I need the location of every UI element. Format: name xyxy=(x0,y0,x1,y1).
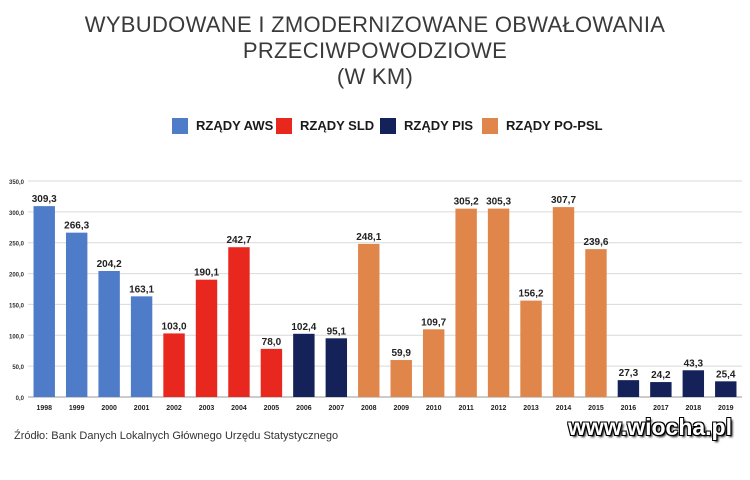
legend-swatch-po-psl xyxy=(482,118,498,134)
chart-title-line-3: (W KM) xyxy=(336,64,414,89)
x-tick-label: 2013 xyxy=(523,405,539,412)
bar-value-label: 95,1 xyxy=(327,326,347,337)
bar-value-label: 305,2 xyxy=(454,197,479,208)
bar xyxy=(390,360,412,397)
bar-value-label: 102,4 xyxy=(291,322,316,333)
x-tick-label: 2015 xyxy=(588,405,604,412)
y-tick-label: 200,0 xyxy=(9,273,25,279)
bar-value-label: 248,1 xyxy=(356,232,381,243)
bar-value-label: 266,3 xyxy=(64,221,89,232)
bar xyxy=(487,208,510,397)
chart-legend: RZĄDY AWS RZĄDY SLD RZĄDY PIS RZĄDY PO-P… xyxy=(0,118,750,138)
x-tick-label: 2003 xyxy=(199,405,215,412)
y-tick-label: 300,0 xyxy=(9,211,25,217)
y-tick-label: 250,0 xyxy=(9,242,25,248)
bar xyxy=(455,208,477,397)
bar-value-label: 307,7 xyxy=(551,195,576,206)
y-tick-label: 350,0 xyxy=(9,180,25,186)
bar-value-label: 25,4 xyxy=(716,369,736,380)
bar-value-label: 190,1 xyxy=(194,268,219,279)
source-note: Źródło: Bank Danych Lokalnych Głównego U… xyxy=(14,430,339,442)
bar xyxy=(617,380,640,397)
x-tick-label: 2008 xyxy=(361,405,377,412)
bar-value-label: 103,0 xyxy=(162,321,187,332)
bar-value-label: 78,0 xyxy=(262,337,282,348)
bar-value-label: 204,2 xyxy=(97,259,122,270)
x-tick-label: 2005 xyxy=(264,405,280,412)
bar-value-label: 43,3 xyxy=(684,358,704,369)
y-tick-label: 100,0 xyxy=(9,334,25,340)
y-tick-label: 0,0 xyxy=(16,396,25,402)
x-tick-label: 2014 xyxy=(556,405,572,412)
bar xyxy=(358,243,380,397)
bar xyxy=(228,247,250,397)
x-tick-label: 2019 xyxy=(718,405,734,412)
bar xyxy=(163,333,185,397)
x-tick-label: 2010 xyxy=(426,405,442,412)
bar-value-label: 163,1 xyxy=(129,284,154,295)
y-tick-label: 50,0 xyxy=(12,365,24,371)
bar xyxy=(715,381,737,397)
x-tick-label: 2011 xyxy=(459,405,474,412)
bar xyxy=(325,338,348,397)
legend-label-pis: RZĄDY PIS xyxy=(404,118,474,133)
legend-swatch-aws xyxy=(172,118,188,134)
bar xyxy=(585,249,607,397)
bar xyxy=(552,207,575,397)
legend-swatch-sld xyxy=(276,118,292,134)
bar-value-label: 309,3 xyxy=(32,194,57,205)
x-tick-label: 2017 xyxy=(653,405,669,412)
bar-value-label: 24,2 xyxy=(651,370,671,381)
legend-label-aws: RZĄDY AWS xyxy=(196,118,274,133)
bar xyxy=(130,296,153,397)
bar xyxy=(520,300,542,397)
bar-value-label: 109,7 xyxy=(421,317,446,328)
watermark-logo: www.wiocha.pl xyxy=(568,414,732,440)
chart-title-line-1: WYBUDOWANE I ZMODERNIZOWANE OBWAŁOWANIA xyxy=(84,12,666,37)
legend-label-po-psl: RZĄDY PO-PSL xyxy=(506,118,603,133)
bar-value-label: 156,2 xyxy=(519,289,544,300)
x-tick-label: 2000 xyxy=(101,405,117,412)
x-tick-label: 2007 xyxy=(329,405,345,412)
legend-swatch-pis xyxy=(380,118,396,134)
x-tick-label: 1999 xyxy=(69,405,85,412)
x-tick-label: 2012 xyxy=(491,405,507,412)
bar-value-label: 27,3 xyxy=(619,368,639,379)
x-tick-label: 1998 xyxy=(36,405,52,412)
x-tick-label: 2009 xyxy=(393,405,409,412)
bar xyxy=(65,232,88,397)
x-tick-label: 2001 xyxy=(134,405,150,412)
x-tick-label: 2016 xyxy=(621,405,637,412)
bar-chart: 0,0 50,0 100,0 150,0 200,0 250,0 300,0 350,0 309… xyxy=(9,180,742,412)
y-tick-label: 150,0 xyxy=(9,303,25,309)
bar-value-label: 59,9 xyxy=(391,348,411,359)
bar xyxy=(98,270,120,397)
bar xyxy=(260,348,283,397)
bar xyxy=(293,333,315,397)
bar xyxy=(422,329,445,397)
bar-value-label: 242,7 xyxy=(226,235,251,246)
bar xyxy=(33,206,55,397)
bar-value-label: 239,6 xyxy=(583,237,608,248)
chart-title-line-2: PRZECIWPOWODZIOWE xyxy=(242,38,508,63)
x-tick-label: 2006 xyxy=(296,405,312,412)
legend-label-sld: RZĄDY SLD xyxy=(300,118,375,133)
x-tick-label: 2018 xyxy=(686,405,702,412)
bar xyxy=(650,382,672,397)
bar xyxy=(195,279,218,397)
x-tick-label: 2004 xyxy=(231,405,247,412)
x-tick-label: 2002 xyxy=(166,405,182,412)
bar-value-label: 305,3 xyxy=(486,197,511,208)
bar xyxy=(682,370,705,397)
